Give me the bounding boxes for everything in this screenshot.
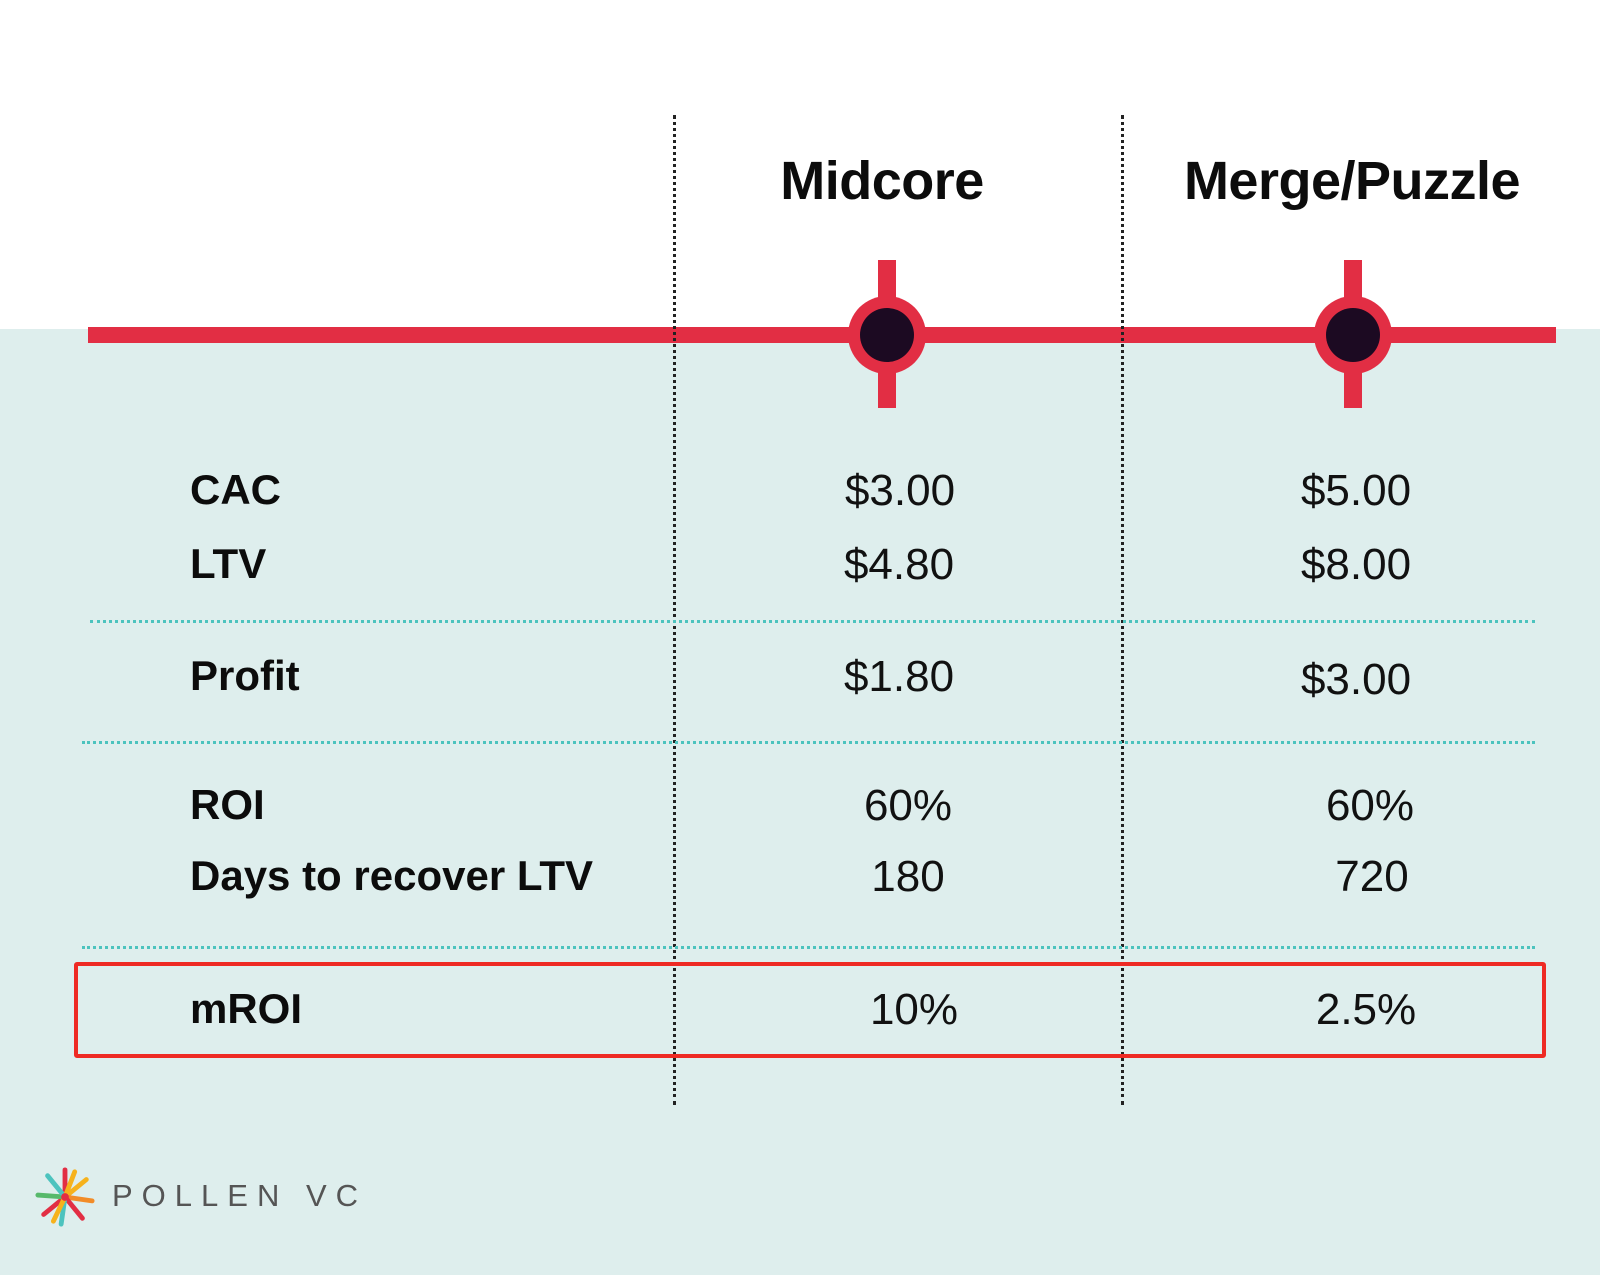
cell-cac-merge-puzzle: $5.00 xyxy=(1300,466,1412,515)
cell-ltv-midcore: $4.80 xyxy=(843,540,955,589)
row-label-cac: CAC xyxy=(190,466,281,513)
row-label-days-to-recover-ltv: Days to recover LTV xyxy=(190,852,594,899)
cell-roi-midcore: 60% xyxy=(863,781,953,830)
column-header-midcore: Midcore xyxy=(780,151,984,211)
brand-name: POLLEN VC xyxy=(112,1178,368,1213)
row-label-mroi: mROI xyxy=(190,985,303,1032)
cell-profit-midcore: $1.80 xyxy=(843,652,955,701)
cell-days-merge-puzzle: 720 xyxy=(1335,852,1409,901)
cell-roi-merge-puzzle: 60% xyxy=(1325,781,1415,830)
background-panel xyxy=(0,329,1600,1275)
pollen-logo-icon xyxy=(35,1167,95,1227)
row-label-profit: Profit xyxy=(190,652,300,699)
column-header-merge-puzzle: Merge/Puzzle xyxy=(1183,151,1521,211)
column-divider-2 xyxy=(1121,115,1124,1105)
highlight-box-mroi xyxy=(74,962,1546,1058)
row-separator-2 xyxy=(82,741,1535,744)
cell-mroi-midcore: 10% xyxy=(869,985,959,1034)
cell-ltv-merge-puzzle: $8.00 xyxy=(1300,540,1412,589)
row-separator-3 xyxy=(82,946,1535,949)
row-separator-1 xyxy=(90,620,1535,623)
column-divider-1 xyxy=(673,115,676,1105)
cell-cac-midcore: $3.00 xyxy=(844,466,956,515)
cell-profit-merge-puzzle: $3.00 xyxy=(1300,655,1412,704)
timeline-bar xyxy=(88,327,1556,343)
row-label-roi: ROI xyxy=(190,781,265,828)
row-label-ltv: LTV xyxy=(190,540,267,587)
cell-mroi-merge-puzzle: 2.5% xyxy=(1315,985,1417,1034)
cell-days-midcore: 180 xyxy=(871,852,945,901)
